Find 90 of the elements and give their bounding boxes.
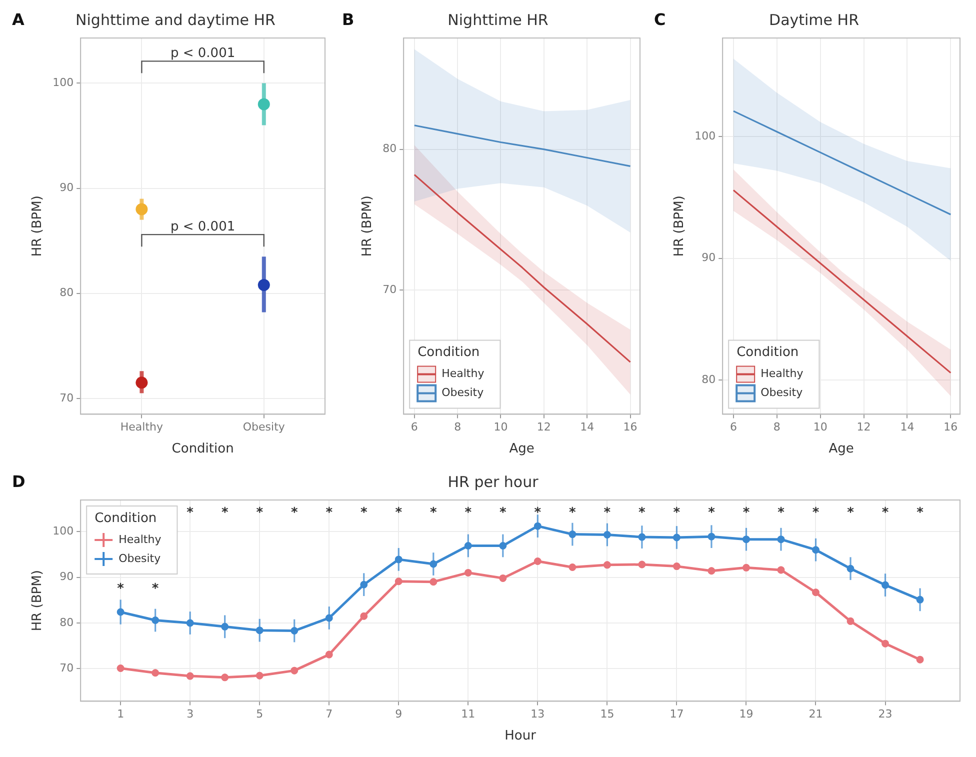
annotation: *	[360, 505, 368, 520]
annotation: *	[882, 505, 889, 520]
y-tick-label: 80	[60, 286, 74, 300]
y-tick-label: 70	[60, 391, 74, 404]
annotation: *	[778, 505, 785, 520]
annotation: *	[638, 505, 646, 520]
x-axis-title: Condition	[172, 442, 234, 457]
x-tick-label: 17	[670, 708, 684, 721]
y-axis-title: HR (BPM)	[30, 196, 46, 257]
x-tick-label: Obesity	[242, 420, 286, 434]
x-axis-title: Hour	[504, 728, 537, 744]
x-tick-label: 19	[739, 708, 754, 721]
y-axis-title: HR (BPM)	[30, 570, 46, 632]
x-tick-label: 23	[878, 708, 892, 721]
y-tick-label: 100	[52, 524, 74, 538]
x-tick-label: 6	[410, 420, 418, 434]
legend-label: Healthy	[118, 532, 162, 546]
annotation: p < 0.001	[170, 46, 236, 62]
x-tick-label: 16	[623, 420, 638, 434]
y-tick-label: 100	[694, 129, 716, 142]
annotation: *	[464, 505, 472, 520]
legend-title: Condition	[736, 345, 799, 360]
chart-title: HR per hour	[448, 472, 540, 491]
x-axis-title: Age	[509, 442, 534, 457]
y-tick-label: 90	[60, 181, 74, 194]
annotation: *	[326, 505, 333, 520]
x-tick-label: 5	[256, 708, 264, 721]
annotation: *	[152, 581, 159, 596]
x-tick-label: Healthy	[120, 420, 164, 434]
x-tick-label: 12	[856, 420, 871, 434]
annotation: *	[117, 581, 124, 596]
x-tick-label: 1	[117, 708, 124, 721]
annotation: *	[290, 505, 298, 520]
y-tick-label: 90	[702, 251, 716, 264]
y-tick-label: 80	[382, 142, 397, 156]
legend-label: Healthy	[760, 367, 804, 380]
legend-title: Condition	[418, 345, 480, 360]
annotation: *	[708, 505, 716, 520]
legend-title: Condition	[94, 510, 157, 526]
x-tick-label: 9	[395, 708, 402, 721]
y-axis-title: HR (BPM)	[360, 196, 376, 257]
text: B	[342, 10, 354, 29]
y-tick-label: 90	[60, 570, 74, 584]
y-tick-label: 70	[382, 283, 397, 296]
annotation: *	[500, 505, 507, 520]
x-tick-label: 8	[454, 420, 462, 434]
x-tick-label: 14	[900, 420, 914, 434]
annotation: *	[916, 505, 924, 520]
annotation: *	[256, 505, 264, 520]
x-tick-label: 7	[326, 708, 333, 721]
y-axis-title: HR (BPM)	[672, 196, 688, 257]
text: A	[12, 10, 24, 29]
chart-title: Nighttime HR	[448, 10, 548, 29]
chart-title: Nighttime and daytime HR	[76, 10, 276, 29]
text: C	[654, 10, 666, 29]
x-axis-title: Age	[828, 442, 854, 457]
x-tick-label: 13	[530, 708, 545, 721]
legend-label: Obesity	[118, 552, 162, 565]
annotation: *	[569, 505, 576, 520]
annotation: p < 0.001	[170, 219, 236, 234]
y-tick-label: 70	[60, 662, 74, 675]
text: D	[12, 472, 26, 491]
y-tick-label: 80	[60, 616, 74, 629]
x-tick-label: 6	[730, 420, 737, 434]
legend-label: Obesity	[442, 386, 484, 400]
annotation: *	[430, 505, 437, 520]
x-tick-label: 10	[813, 420, 828, 434]
x-tick-label: 21	[808, 708, 823, 721]
y-tick-label: 100	[52, 76, 74, 90]
chart-title: Daytime HR	[769, 10, 859, 29]
x-tick-label: 3	[186, 708, 194, 721]
y-tick-label: 80	[702, 372, 716, 386]
x-tick-label: 8	[773, 420, 780, 434]
annotation: *	[534, 505, 542, 520]
x-tick-label: 11	[461, 708, 476, 721]
x-tick-label: 15	[600, 708, 614, 721]
annotation: *	[673, 505, 680, 520]
x-tick-label: 14	[580, 420, 594, 434]
x-tick-label: 16	[944, 420, 958, 434]
annotation: *	[604, 505, 611, 520]
annotation: *	[395, 505, 402, 520]
annotation: *	[812, 505, 820, 520]
legend-label: Obesity	[760, 386, 804, 400]
x-tick-label: 10	[494, 420, 508, 434]
x-tick-label: 12	[536, 420, 551, 434]
annotation: *	[742, 505, 750, 520]
annotation: *	[221, 505, 228, 520]
legend-label: Healthy	[442, 367, 485, 380]
annotation: *	[847, 505, 854, 520]
annotation: *	[186, 505, 194, 520]
